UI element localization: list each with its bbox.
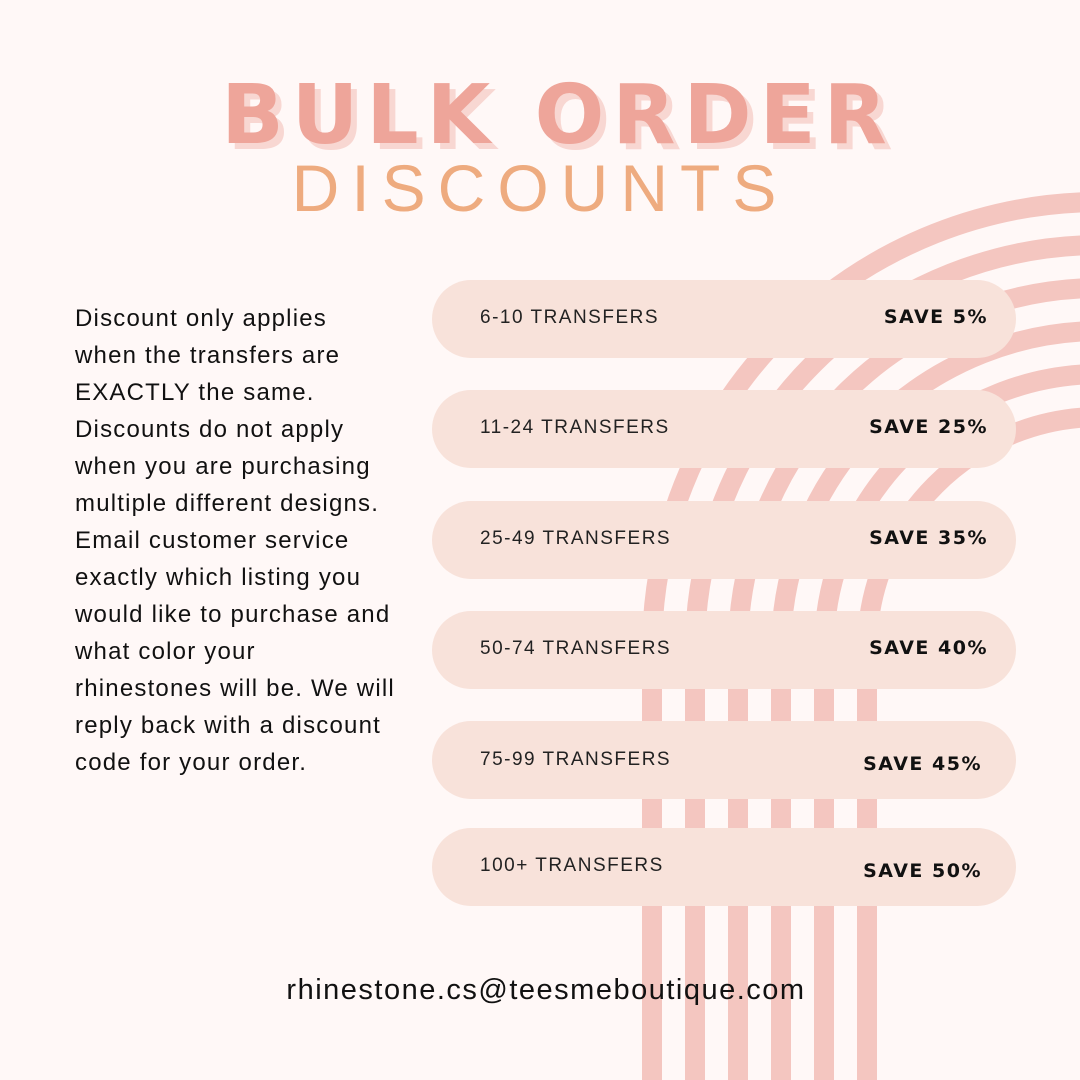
title-bulk-order: BULK ORDER bbox=[221, 68, 895, 163]
arch-stripe bbox=[857, 407, 1080, 1080]
tier-quantity: 75-99 TRANSFERS bbox=[480, 749, 672, 770]
tier-pill: 75-99 TRANSFERS SAVE 45% bbox=[432, 721, 1016, 799]
tier-quantity: 6-10 TRANSFERS bbox=[480, 307, 660, 328]
discount-description: Discount only applies when the transfers… bbox=[75, 305, 395, 776]
tier-discount: SAVE 50% bbox=[863, 860, 982, 882]
tier-pill: 6-10 TRANSFERS SAVE 5% bbox=[432, 280, 1016, 358]
tier-pill: 25-49 TRANSFERS SAVE 35% bbox=[432, 501, 1016, 579]
tier-discount: SAVE 45% bbox=[863, 753, 982, 775]
tier-discount: SAVE 35% bbox=[869, 527, 988, 549]
tier-discount: SAVE 5% bbox=[883, 306, 988, 328]
tier-quantity: 100+ TRANSFERS bbox=[480, 855, 664, 876]
tier-quantity: 25-49 TRANSFERS bbox=[480, 528, 672, 549]
tier-quantity: 11-24 TRANSFERS bbox=[480, 417, 670, 438]
contact-email[interactable]: rhinestone.cs@teesmeboutique.com bbox=[286, 974, 806, 1006]
tier-discount: SAVE 40% bbox=[869, 637, 988, 659]
tier-pill: 50-74 TRANSFERS SAVE 40% bbox=[432, 611, 1016, 689]
tier-pill: 100+ TRANSFERS SAVE 50% bbox=[432, 828, 1016, 906]
tier-pill: 11-24 TRANSFERS SAVE 25% bbox=[432, 390, 1016, 468]
tier-quantity: 50-74 TRANSFERS bbox=[480, 638, 672, 659]
subtitle-discounts: DISCOUNTS bbox=[291, 151, 789, 225]
tier-discount: SAVE 25% bbox=[869, 416, 988, 438]
